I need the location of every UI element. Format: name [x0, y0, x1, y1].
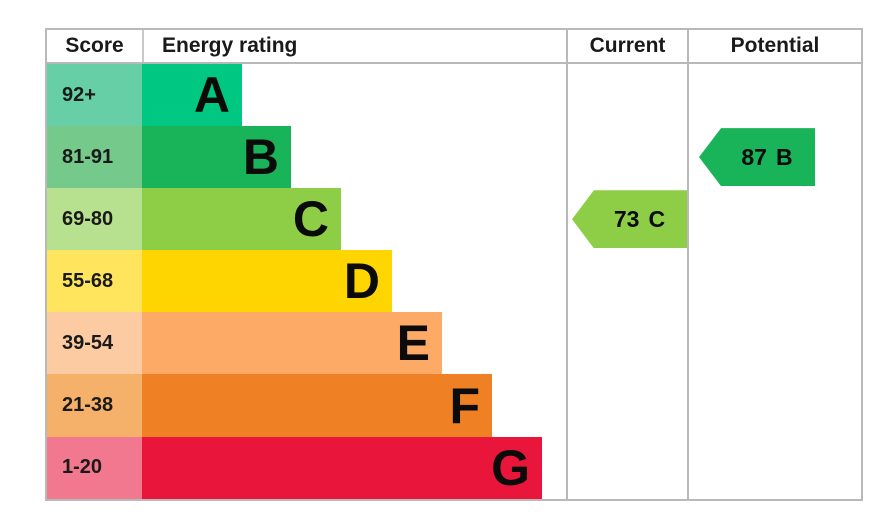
rating-bar-c: C	[142, 188, 341, 251]
rating-bar-b: B	[142, 126, 291, 189]
rating-cell-b: B	[142, 126, 566, 189]
current-rating-value: 73	[613, 205, 640, 232]
current-cell-c: 73 C	[566, 188, 687, 251]
score-range-d: 55-68	[47, 250, 142, 313]
band-row-b: 81-91 B 87 B	[47, 126, 861, 189]
band-row-c: 69-80 C 73 C	[47, 188, 861, 251]
score-range-f: 21-38	[47, 374, 142, 437]
current-rating-arrow: 73 C	[572, 190, 687, 249]
rating-bar-f: F	[142, 374, 492, 437]
rating-cell-g: G	[142, 436, 566, 499]
rating-bar-e: E	[142, 312, 442, 375]
current-cell-b	[566, 126, 687, 189]
rating-cell-e: E	[142, 312, 566, 375]
score-range-a: 92+	[47, 64, 142, 127]
score-range-b: 81-91	[47, 126, 142, 189]
header-row: Score Energy rating Current Potential	[47, 30, 861, 64]
rating-bar-g: G	[142, 436, 542, 499]
current-cell-e	[566, 312, 687, 375]
rating-cell-f: F	[142, 374, 566, 437]
header-energy-rating: Energy rating	[142, 30, 566, 62]
band-row-f: 21-38 F	[47, 374, 861, 437]
score-range-e: 39-54	[47, 312, 142, 375]
band-row-a: 92+ A	[47, 64, 861, 127]
band-row-d: 55-68 D	[47, 250, 861, 313]
score-range-c: 69-80	[47, 188, 142, 251]
current-cell-f	[566, 374, 687, 437]
band-row-e: 39-54 E	[47, 312, 861, 375]
potential-cell-e	[687, 312, 861, 375]
potential-cell-c	[687, 188, 861, 251]
rating-cell-a: A	[142, 64, 566, 127]
current-rating-band: C	[648, 205, 666, 232]
potential-cell-f	[687, 374, 861, 437]
potential-cell-a	[687, 64, 861, 127]
rating-bar-a: A	[142, 64, 242, 127]
potential-cell-g	[687, 436, 861, 499]
potential-rating-arrow: 87 B	[699, 128, 815, 187]
rating-cell-d: D	[142, 250, 566, 313]
current-cell-g	[566, 436, 687, 499]
header-score: Score	[65, 34, 124, 57]
current-cell-a	[566, 64, 687, 127]
header-potential: Potential	[687, 30, 861, 62]
rating-cell-c: C	[142, 188, 566, 251]
score-range-g: 1-20	[47, 436, 142, 499]
rating-bar-d: D	[142, 250, 392, 313]
potential-cell-b: 87 B	[687, 126, 861, 189]
current-cell-d	[566, 250, 687, 313]
epc-rating-chart: Score Energy rating Current Potential 92…	[45, 28, 863, 501]
potential-rating-value: 87	[741, 143, 767, 170]
band-row-g: 1-20 G	[47, 436, 861, 499]
potential-rating-band: B	[775, 143, 793, 170]
header-current: Current	[566, 30, 687, 62]
potential-cell-d	[687, 250, 861, 313]
